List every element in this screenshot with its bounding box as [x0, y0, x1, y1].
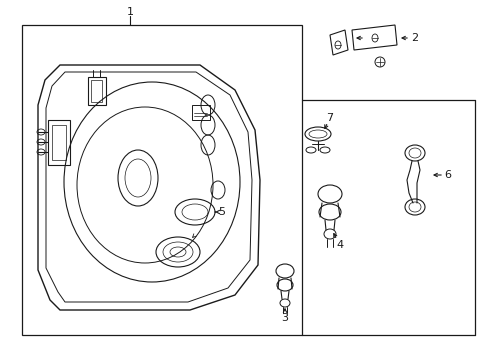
- Text: 6: 6: [444, 170, 450, 180]
- Text: 2: 2: [410, 33, 418, 43]
- Bar: [48, 120, 70, 165]
- Bar: [91, 80, 102, 102]
- Bar: [52, 125, 66, 160]
- Text: 7: 7: [326, 113, 333, 123]
- Bar: [22, 25, 302, 335]
- Text: 4: 4: [336, 240, 343, 250]
- Text: 5: 5: [218, 207, 225, 217]
- Text: 1: 1: [126, 7, 133, 17]
- Text: 3: 3: [281, 313, 288, 323]
- Bar: [192, 105, 209, 120]
- Bar: [88, 77, 106, 105]
